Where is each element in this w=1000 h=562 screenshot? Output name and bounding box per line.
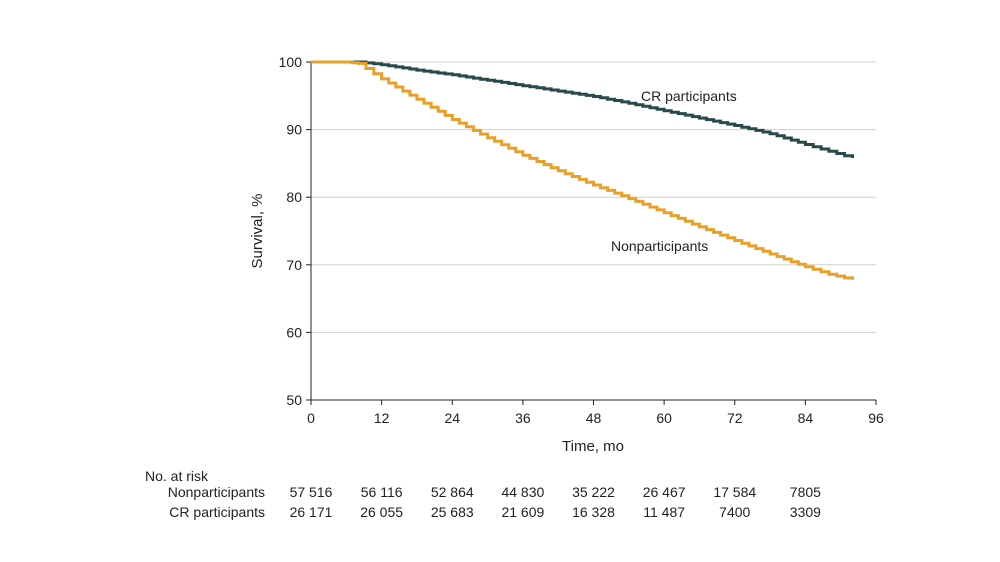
at-risk-value: 7400	[719, 504, 750, 520]
axes: 50 60 70 80 90 100 0 12 24 36 48 60 72 84 96	[279, 54, 884, 426]
x-axis-title: Time, mo	[562, 438, 624, 455]
at-risk-value: 26 467	[643, 484, 686, 500]
y-tick-label: 100	[279, 54, 303, 70]
series-line-cr-participants	[311, 60, 854, 158]
at-risk-value: 44 830	[501, 484, 544, 500]
series-line-nonparticipants	[311, 60, 854, 280]
x-tick-label: 24	[444, 410, 460, 426]
at-risk-value: 21 609	[501, 504, 544, 520]
y-tick-label: 50	[286, 392, 302, 408]
at-risk-row-label: CR participants	[169, 504, 265, 520]
series-label-nonparticipants: Nonparticipants	[611, 238, 708, 254]
at-risk-value: 57 516	[290, 484, 333, 500]
at-risk-value: 17 584	[713, 484, 756, 500]
series-lines	[311, 60, 854, 280]
y-axis-title: Survival, %	[249, 193, 266, 268]
at-risk-value: 7805	[790, 484, 821, 500]
at-risk-value: 56 116	[361, 484, 403, 500]
at-risk-row-label: Nonparticipants	[168, 484, 265, 500]
x-tick-label: 84	[798, 410, 814, 426]
x-tick-label: 12	[374, 410, 390, 426]
y-tick-label: 60	[286, 324, 302, 340]
x-tick-label: 36	[515, 410, 531, 426]
at-risk-value: 26 171	[290, 504, 333, 520]
at-risk-value: 3309	[790, 504, 821, 520]
x-tick-label: 0	[307, 410, 315, 426]
x-tick-label: 72	[727, 410, 743, 426]
y-tick-label: 70	[286, 257, 302, 273]
series-label-cr-participants: CR participants	[641, 88, 737, 104]
at-risk-value: 52 864	[431, 484, 474, 500]
at-risk-value: 16 328	[572, 504, 615, 520]
at-risk-title: No. at risk	[145, 468, 209, 484]
grid-lines	[311, 61, 876, 333]
at-risk-value: 35 222	[572, 484, 615, 500]
at-risk-value: 26 055	[360, 504, 403, 520]
series-labels: CR participants Nonparticipants	[611, 88, 737, 254]
x-tick-label: 60	[656, 410, 672, 426]
x-tick-label: 96	[868, 410, 884, 426]
at-risk-value: 25 683	[431, 504, 474, 520]
at-risk-value: 11 487	[643, 504, 685, 520]
x-tick-label: 48	[586, 410, 602, 426]
at-risk-table: No. at risk Nonparticipants 57 516 56 116 5…	[145, 468, 821, 520]
y-tick-label: 90	[286, 122, 302, 138]
y-tick-label: 80	[286, 189, 302, 205]
